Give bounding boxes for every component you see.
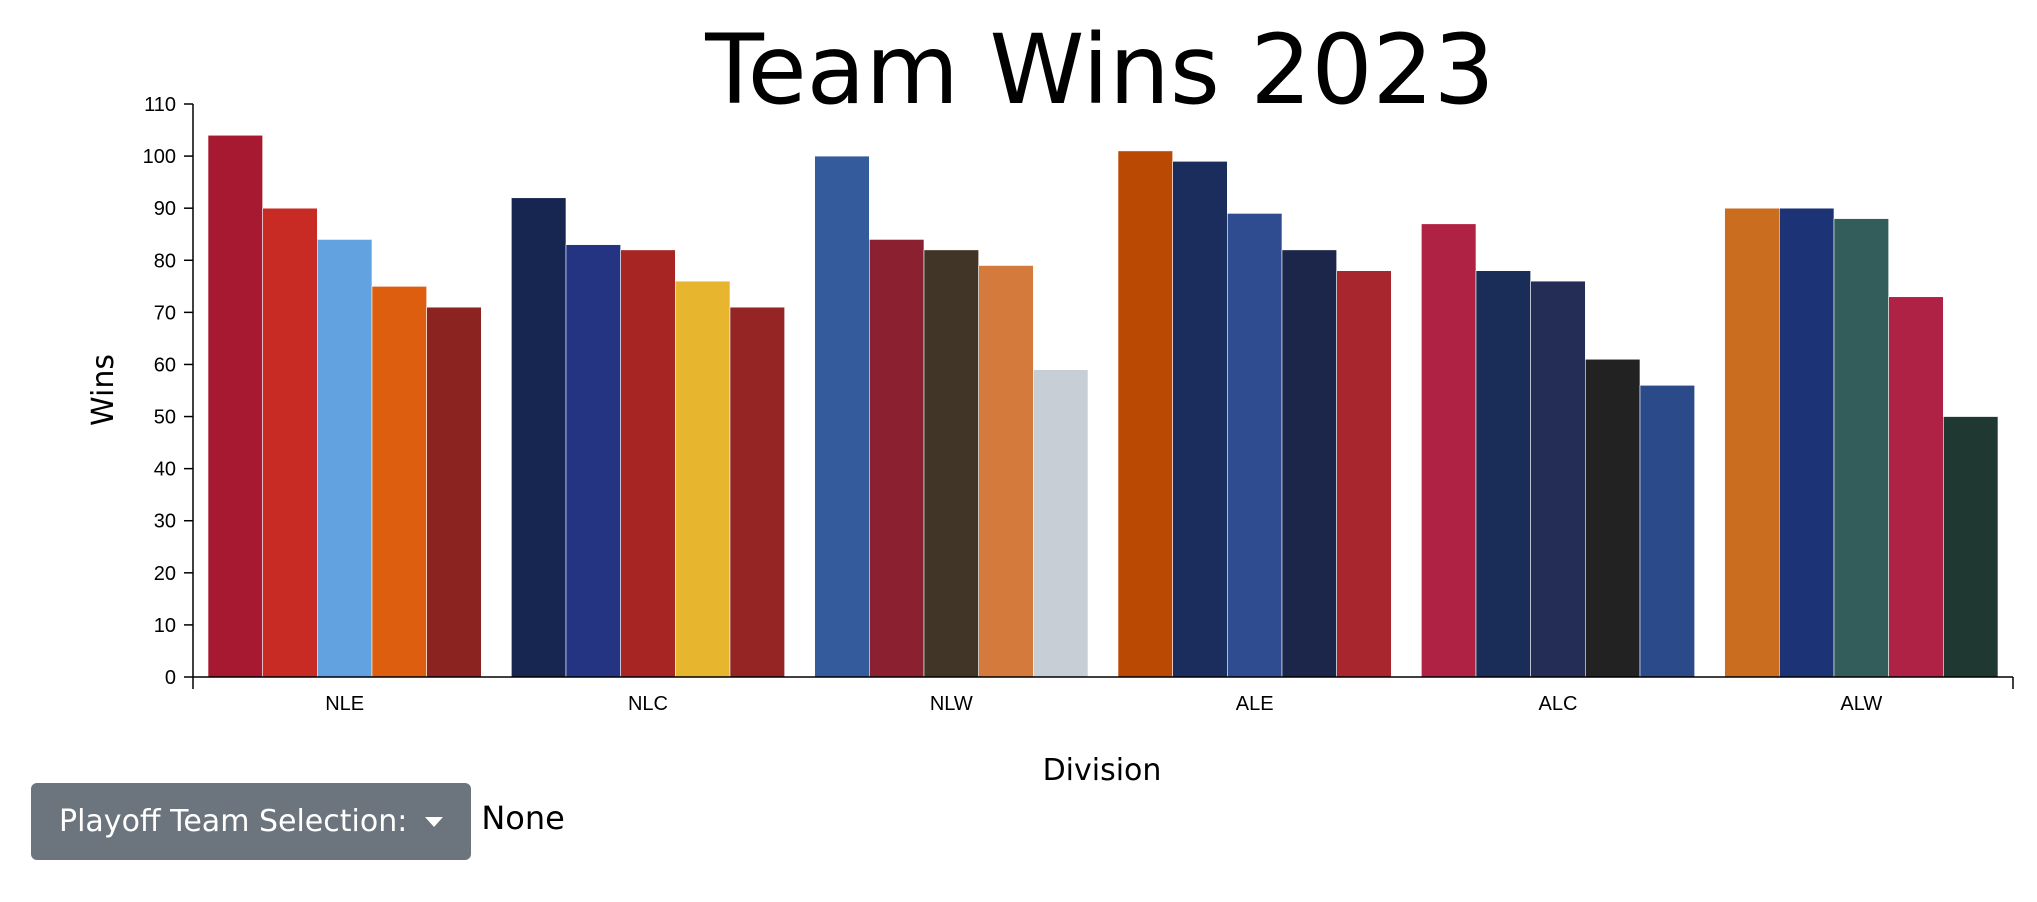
bar-ale-5[interactable] [1336,270,1392,678]
bars-layer [207,134,1999,678]
bar-alw-2[interactable] [1779,207,1835,678]
bar-chart: 0 10 20 30 40 50 60 70 80 90 100 110 NLE NLC NLW ALE AL… [86,94,2014,788]
bar-alc-2[interactable] [1475,270,1531,678]
y-tick-label: 110 [144,94,176,116]
bar-alw-3[interactable] [1833,218,1889,678]
bar-nlc-1[interactable] [511,197,567,678]
dropdown-label: Playoff Team Selection: [59,804,408,839]
y-tick-label: 30 [154,511,176,533]
x-tick-label: NLE [325,693,364,715]
x-tick-label: ALW [1840,693,1882,715]
y-tick-label: 50 [154,407,176,429]
x-axis-title: Division [1043,753,1162,788]
bar-alc-5[interactable] [1639,384,1695,678]
bar-ale-2[interactable] [1172,161,1228,678]
bar-nlw-1[interactable] [814,155,870,678]
bar-nlc-2[interactable] [565,244,621,678]
bar-alw-5[interactable] [1943,416,1999,678]
bar-nlw-2[interactable] [869,239,925,678]
bar-alc-1[interactable] [1421,223,1477,678]
y-axis-title: Wins [86,354,121,426]
y-tick-label: 0 [165,667,176,689]
y-tick-label: 40 [154,459,176,481]
bar-nlw-5[interactable] [1033,369,1089,678]
y-tick-label: 80 [154,250,176,272]
x-tick-label: NLW [930,693,973,715]
bar-nlc-4[interactable] [675,280,731,678]
bar-nle-3[interactable] [317,239,373,678]
chart-title: Team Wins 2023 [705,14,1495,126]
x-tick-label: ALC [1539,693,1578,715]
selection-value: None [481,798,565,837]
bar-nle-4[interactable] [371,286,427,678]
bar-nle-5[interactable] [426,306,482,678]
playoff-team-selection-dropdown[interactable]: Playoff Team Selection: [31,783,472,860]
bar-nlw-3[interactable] [923,249,979,678]
y-axis: 0 10 20 30 40 50 60 70 80 90 100 110 [143,94,194,689]
bar-alc-4[interactable] [1585,358,1641,678]
y-tick-label: 90 [154,198,176,220]
bar-nlw-4[interactable] [978,265,1034,678]
playoff-controls: Playoff Team Selection: None [31,783,565,860]
bar-ale-3[interactable] [1227,213,1283,678]
bar-alc-3[interactable] [1530,280,1586,678]
bar-ale-1[interactable] [1117,150,1173,678]
caret-down-icon [425,816,444,827]
bar-nlc-3[interactable] [620,249,676,678]
y-tick-label: 70 [154,302,176,324]
bar-nle-1[interactable] [207,134,263,678]
x-axis: NLE NLC NLW ALE ALC ALW [192,676,2014,715]
bar-alw-1[interactable] [1724,207,1780,678]
y-tick-label: 60 [154,354,176,376]
bar-nlc-5[interactable] [729,306,785,678]
bar-alw-4[interactable] [1888,296,1944,678]
x-tick-label: ALE [1236,693,1274,715]
y-tick-label: 100 [143,146,176,168]
x-tick-label: NLC [628,693,668,715]
y-tick-label: 10 [154,615,176,637]
bar-nle-2[interactable] [262,207,318,678]
y-tick-label: 20 [154,563,176,585]
bar-ale-4[interactable] [1281,249,1337,678]
